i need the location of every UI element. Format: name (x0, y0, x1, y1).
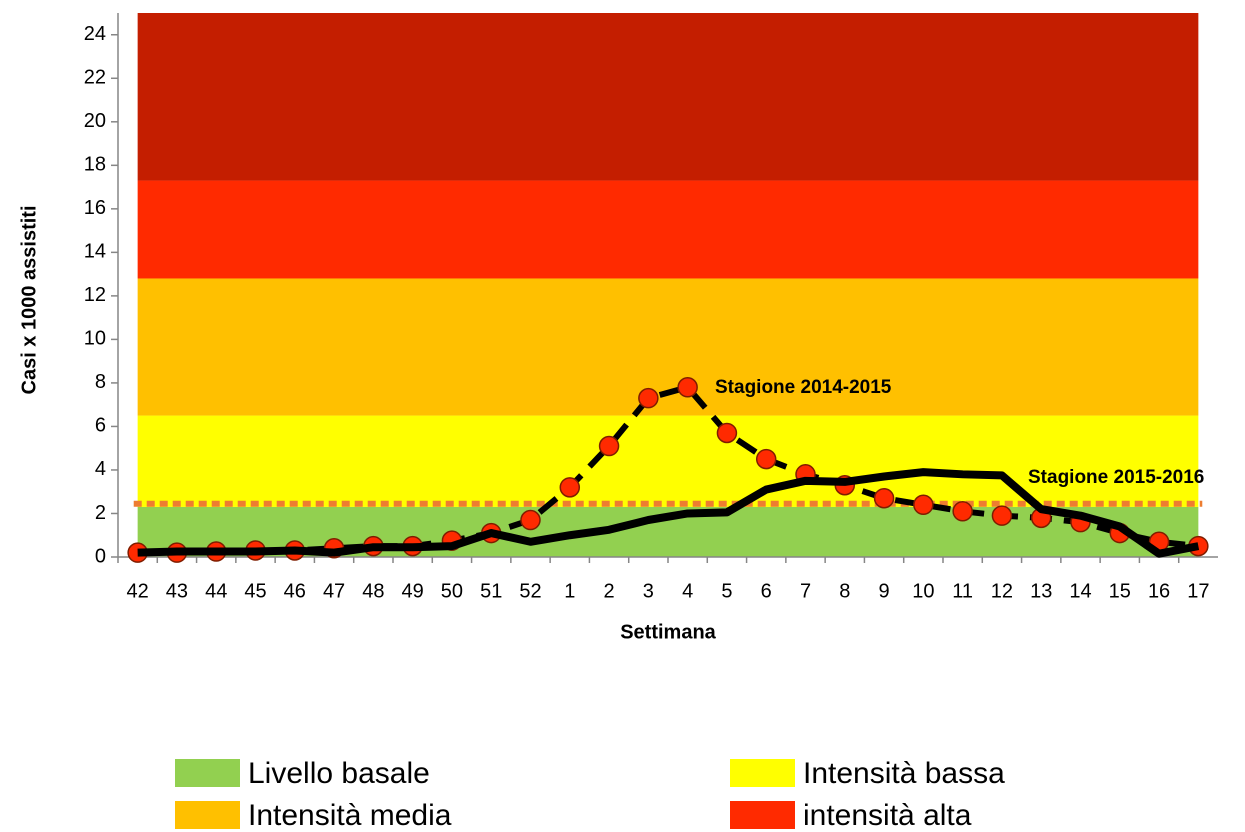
y-tick-label: 12 (84, 284, 106, 306)
x-tick-label: 51 (480, 580, 502, 602)
intensity-band (137, 415, 1199, 507)
intensity-band (137, 180, 1199, 279)
x-tick-label: 50 (441, 580, 463, 602)
legend-label: intensità alta (803, 799, 972, 832)
x-tick-label: 42 (127, 580, 149, 602)
legend-label: Intensità bassa (803, 757, 1005, 790)
x-tick-label: 4 (682, 580, 693, 602)
series-marker (755, 448, 777, 470)
x-tick-label: 9 (879, 580, 890, 602)
x-tick-label: 13 (1030, 580, 1052, 602)
y-tick-label: 8 (95, 371, 106, 393)
series-label: Stagione 2015-2016 (1028, 467, 1204, 488)
series-marker (991, 505, 1013, 526)
x-tick-label: 1 (564, 580, 575, 602)
x-tick-label: 16 (1148, 580, 1170, 602)
y-tick-label: 6 (95, 415, 106, 437)
legend-label: Intensità media (248, 799, 452, 832)
x-tick-label: 45 (244, 580, 266, 602)
x-tick-label: 11 (952, 580, 973, 602)
y-tick-label: 16 (84, 197, 106, 219)
intensity-band (137, 13, 1199, 181)
x-tick-label: 47 (323, 580, 345, 602)
x-tick-label: 2 (604, 580, 615, 602)
series-marker (716, 422, 738, 444)
legend-label: Livello basale (248, 757, 430, 790)
y-tick-label: 22 (84, 67, 106, 89)
y-tick-label: 10 (84, 328, 106, 350)
y-tick-label: 18 (84, 154, 106, 176)
series-line (137, 468, 1200, 558)
y-tick-label: 14 (84, 241, 106, 263)
y-tick-label: 4 (95, 458, 106, 480)
legend-swatch (730, 759, 795, 787)
series-marker (873, 487, 895, 509)
y-tick-label: 2 (95, 502, 106, 524)
series-marker (677, 377, 698, 398)
series-marker (598, 435, 620, 457)
legend-swatch (175, 801, 240, 829)
x-tick-label: 6 (761, 580, 772, 602)
y-axis-title: Casi x 1000 assistiti (18, 205, 40, 394)
x-tick-label: 7 (800, 580, 811, 602)
x-tick-label: 5 (721, 580, 732, 602)
x-tick-label: 49 (402, 580, 424, 602)
x-tick-label: 15 (1109, 580, 1131, 602)
x-tick-label: 52 (519, 580, 541, 602)
legend-swatch (730, 801, 795, 829)
series-marker (520, 509, 541, 531)
series-marker (638, 387, 659, 409)
y-tick-label: 0 (95, 545, 106, 567)
x-tick-label: 8 (839, 580, 850, 602)
series-marker (913, 494, 934, 516)
series-label: Stagione 2014-2015 (715, 377, 892, 398)
x-tick-label: 12 (991, 580, 1013, 602)
y-tick-label: 20 (84, 110, 106, 132)
x-tick-label: 43 (166, 580, 188, 602)
x-tick-label: 14 (1069, 580, 1091, 602)
x-tick-label: 17 (1187, 580, 1209, 602)
x-axis-title: Settimana (620, 621, 716, 643)
series-marker (559, 477, 581, 498)
y-tick-label: 24 (84, 23, 106, 45)
legend-swatch (175, 759, 240, 787)
x-tick-label: 10 (912, 580, 934, 602)
series-marker (952, 501, 973, 522)
x-tick-label: 46 (284, 580, 306, 602)
x-tick-label: 3 (643, 580, 654, 602)
x-tick-label: 44 (205, 580, 227, 602)
x-tick-label: 48 (362, 580, 384, 602)
